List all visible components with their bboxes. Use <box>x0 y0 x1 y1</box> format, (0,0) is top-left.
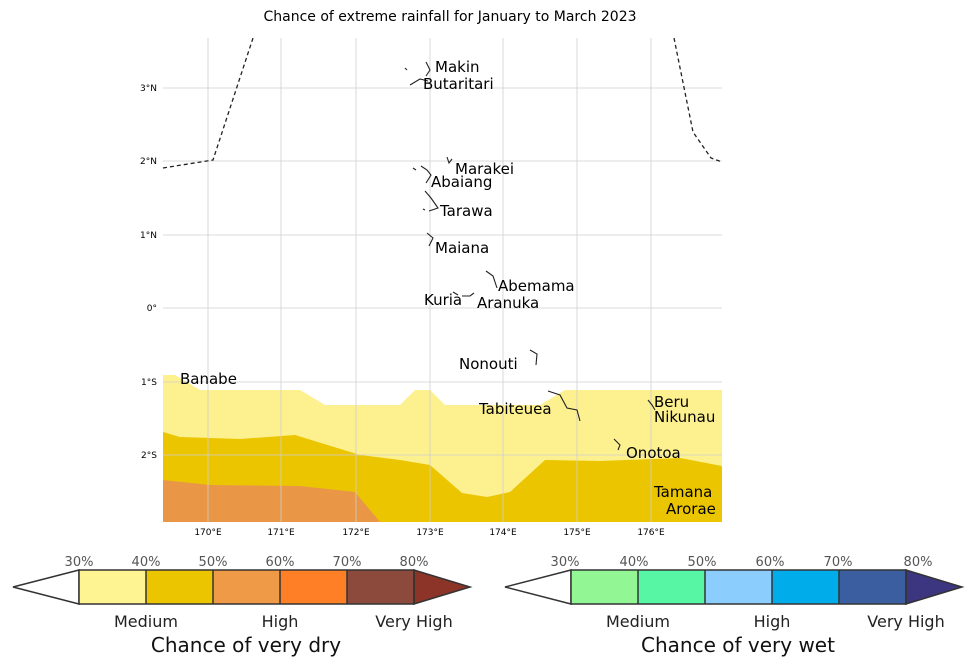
legend-wet-swatch <box>705 570 772 604</box>
lon-tick: 174°E <box>489 528 517 538</box>
place-labels: Makin Butaritari Marakei Abaiang Tarawa … <box>180 58 716 518</box>
label-kuria: Kuria <box>424 291 462 309</box>
outlook-zones <box>163 375 722 522</box>
label-tamana: Tamana <box>653 483 712 501</box>
legend-wet-tick: 60% <box>756 555 785 570</box>
lon-tick: 170°E <box>194 528 222 538</box>
lat-tick: 2°N <box>140 157 157 167</box>
legend-dry-tick: 60% <box>266 555 295 570</box>
legend-dry-tick: 50% <box>199 555 228 570</box>
eez-boundary <box>162 37 723 169</box>
zone-high <box>163 480 380 522</box>
map-gridlines <box>163 38 722 522</box>
legend-dry-tick: 80% <box>400 555 429 570</box>
legend-dry-swatch <box>213 570 280 604</box>
legend-dry-level-very-high: Very High <box>375 612 452 631</box>
label-aranuka: Aranuka <box>477 294 539 312</box>
legend-wet-swatch <box>571 570 638 604</box>
label-banabe: Banabe <box>180 370 237 388</box>
legend-wet-swatch <box>839 570 906 604</box>
lat-tick: 1°N <box>140 231 157 241</box>
legend-dry-level-medium: Medium <box>114 612 178 631</box>
legend-wet-tick: 80% <box>904 555 933 570</box>
label-marakei: Marakei <box>455 160 514 178</box>
lon-tick: 171°E <box>267 528 295 538</box>
legend-wet-tick: 40% <box>620 555 649 570</box>
legend-wet-tick: 70% <box>824 555 853 570</box>
label-makin: Makin <box>435 58 480 76</box>
legend-dry-swatch <box>146 570 213 604</box>
lat-tick: 0° <box>147 304 157 314</box>
lon-tick: 173°E <box>416 528 444 538</box>
label-tarawa: Tarawa <box>439 202 493 220</box>
label-arorae: Arorae <box>666 500 716 518</box>
label-onotoa: Onotoa <box>626 444 681 462</box>
legend-dry-lower-arrow <box>12 569 80 605</box>
legend-dry-title: Chance of very dry <box>151 633 341 657</box>
legend-dry-swatch <box>347 570 414 604</box>
legend-wet-tick: 30% <box>551 555 580 570</box>
label-beru: Beru <box>654 393 689 411</box>
lat-tick: 2°S <box>141 451 157 461</box>
legend-wet-swatch <box>772 570 839 604</box>
legend-wet-level-high: High <box>754 612 791 631</box>
lon-tick: 175°E <box>563 528 591 538</box>
label-tabiteuea: Tabiteuea <box>478 400 552 418</box>
legend-dry-swatch <box>280 570 347 604</box>
legend-dry-upper-arrow <box>413 568 473 606</box>
legend-dry-tick: 40% <box>132 555 161 570</box>
map-title: Chance of extreme rainfall for January t… <box>263 9 637 25</box>
legend-wet-level-medium: Medium <box>606 612 670 631</box>
legend-wet-tick: 50% <box>688 555 717 570</box>
label-butaritari: Butaritari <box>423 75 494 93</box>
legend-wet-swatch <box>638 570 705 604</box>
legend-wet-level-very-high: Very High <box>867 612 944 631</box>
lat-axis: 3°N 2°N 1°N 0° 1°S 2°S <box>140 84 157 461</box>
label-nonouti: Nonouti <box>459 355 518 373</box>
lon-tick: 176°E <box>637 528 665 538</box>
lat-tick: 3°N <box>140 84 157 94</box>
legend-wet: 30% 40% 50% 60% 70% 80% Medium High Very… <box>504 555 965 657</box>
legend-dry-swatch <box>79 570 146 604</box>
legend-dry-tick: 30% <box>65 555 94 570</box>
legend-wet-upper-arrow <box>905 568 965 606</box>
legend-wet-lower-arrow <box>504 569 572 605</box>
label-nikunau: Nikunau <box>654 408 715 426</box>
legend-dry: 30% 40% 50% 60% 70% 80% Medium High Very… <box>12 555 473 657</box>
lon-axis: 170°E 171°E 172°E 173°E 174°E 175°E 176°… <box>194 528 665 538</box>
lon-tick: 172°E <box>342 528 370 538</box>
island-outlines <box>404 61 656 451</box>
label-abaiang: Abaiang <box>431 173 492 191</box>
label-abemama: Abemama <box>498 277 575 295</box>
legend-wet-title: Chance of very wet <box>641 633 835 657</box>
label-maiana: Maiana <box>435 239 489 257</box>
legend-dry-level-high: High <box>262 612 299 631</box>
legend-dry-tick: 70% <box>333 555 362 570</box>
lat-tick: 1°S <box>141 378 157 388</box>
